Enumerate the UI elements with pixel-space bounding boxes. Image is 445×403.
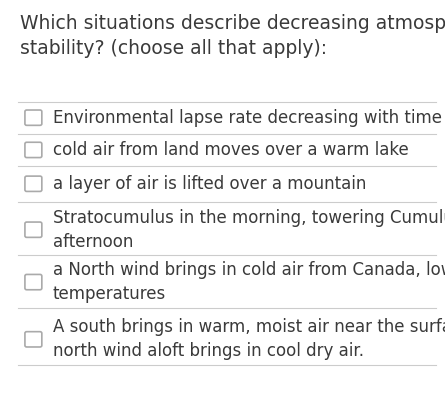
FancyBboxPatch shape: [25, 222, 42, 237]
FancyBboxPatch shape: [25, 274, 42, 290]
Text: Stratocumulus in the morning, towering Cumulus in the
afternoon: Stratocumulus in the morning, towering C…: [53, 209, 445, 251]
FancyBboxPatch shape: [25, 176, 42, 191]
Text: a North wind brings in cold air from Canada, lowering surface
temperatures: a North wind brings in cold air from Can…: [53, 261, 445, 303]
Text: Which situations describe decreasing atmospheric
stability? (choose all that app: Which situations describe decreasing atm…: [20, 14, 445, 58]
FancyBboxPatch shape: [25, 142, 42, 158]
FancyBboxPatch shape: [25, 110, 42, 125]
FancyBboxPatch shape: [25, 332, 42, 347]
Text: Environmental lapse rate decreasing with time: Environmental lapse rate decreasing with…: [53, 109, 441, 127]
Text: a layer of air is lifted over a mountain: a layer of air is lifted over a mountain: [53, 175, 366, 193]
Text: cold air from land moves over a warm lake: cold air from land moves over a warm lak…: [53, 141, 408, 159]
Text: A south brings in warm, moist air near the surface, while a
north wind aloft bri: A south brings in warm, moist air near t…: [53, 318, 445, 360]
